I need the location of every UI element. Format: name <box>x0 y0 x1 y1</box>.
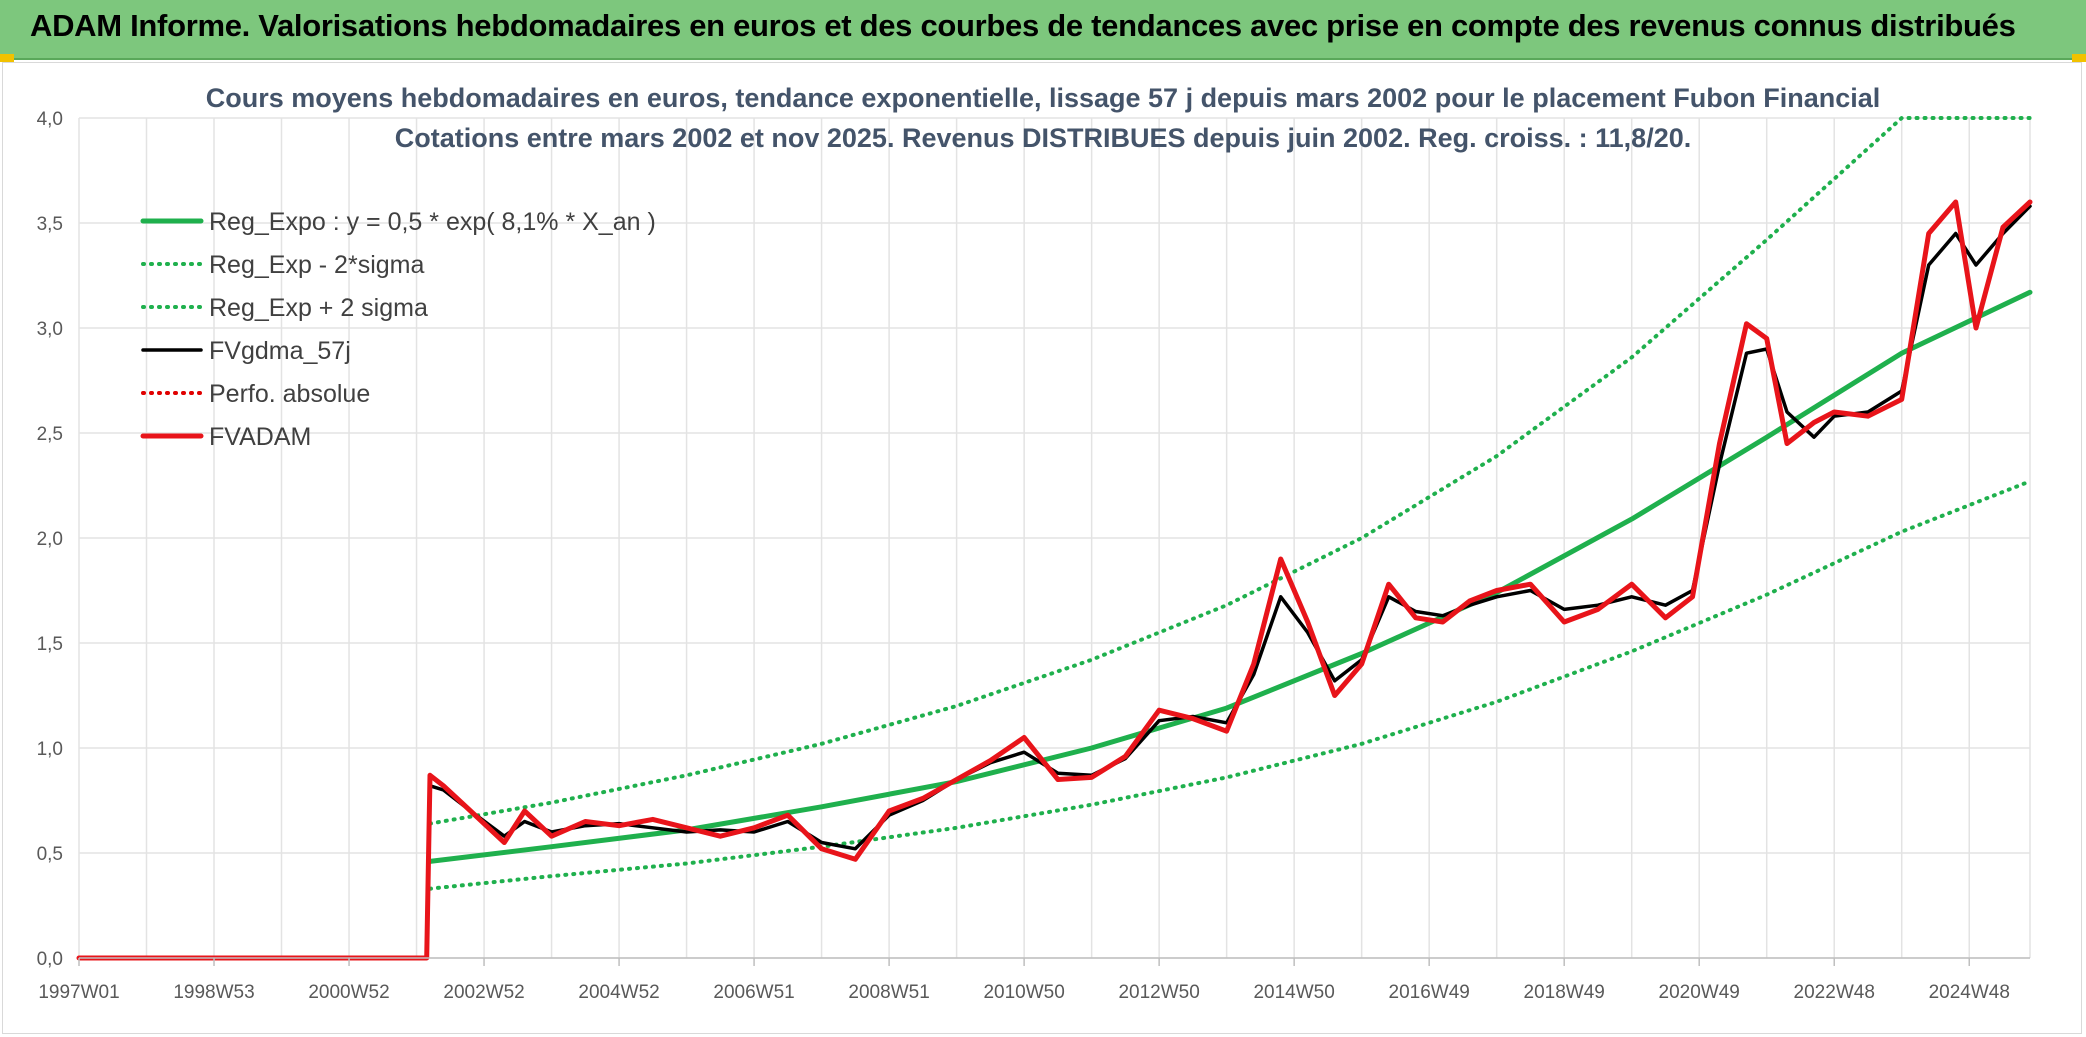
y-tick-label: 3,5 <box>37 214 63 235</box>
axes: 0,0 0,5 1,0 1,5 2,0 2,5 3,0 3,5 4,0 1997W01 1998W5… <box>37 109 2030 1003</box>
y-tick-label: 4,0 <box>37 109 63 130</box>
chart-title: Cours moyens hebdomadaires en euros, ten… <box>206 83 1881 113</box>
y-tick-label: 3,0 <box>37 319 63 340</box>
series-line-3 <box>428 204 2032 851</box>
y-tick-label: 0,5 <box>37 844 63 865</box>
chart-frame: Cours moyens hebdomadaires en euros, ten… <box>2 62 2082 1034</box>
legend-label: FVgdma_57j <box>209 337 351 365</box>
y-tick-label: 0,0 <box>37 949 63 970</box>
report-title: ADAM Informe. Valorisations hebdomadaire… <box>30 8 2016 43</box>
x-tick-label: 2004W52 <box>578 982 659 1003</box>
y-tick-label: 1,0 <box>37 739 63 760</box>
x-tick-label: 2010W50 <box>983 982 1064 1003</box>
x-tick-label: 1998W53 <box>173 982 254 1003</box>
x-tick-label: 1997W01 <box>38 982 119 1003</box>
x-tick-label: 2016W49 <box>1389 982 1470 1003</box>
x-tick-label: 2006W51 <box>713 982 794 1003</box>
x-tick-label: 2008W51 <box>848 982 929 1003</box>
legend-label: FVADAM <box>209 423 311 451</box>
y-tick-label: 2,5 <box>37 424 63 445</box>
x-tick-label: 2022W48 <box>1794 982 1875 1003</box>
legend-label: Reg_Exp - 2*sigma <box>209 251 424 279</box>
legend-label: Perfo. absolue <box>209 380 370 408</box>
grid <box>78 117 2031 959</box>
legend-label: Reg_Exp + 2 sigma <box>209 294 428 322</box>
x-tick-label: 2012W50 <box>1118 982 1199 1003</box>
x-tick-label: 2020W49 <box>1659 982 1740 1003</box>
line-chart: Cours moyens hebdomadaires en euros, ten… <box>37 83 2033 1003</box>
y-tick-label: 2,0 <box>37 529 63 550</box>
x-tick-label: 2014W50 <box>1253 982 1334 1003</box>
chart-subtitle: Cotations entre mars 2002 et nov 2025. R… <box>395 123 1692 153</box>
x-tick-label: 2000W52 <box>308 982 389 1003</box>
corner-marker-right <box>2072 54 2086 62</box>
x-tick-label: 2018W49 <box>1524 982 1605 1003</box>
x-tick-label: 2024W48 <box>1929 982 2010 1003</box>
x-tick-label: 2002W52 <box>443 982 524 1003</box>
legend-label: Reg_Expo : y = 0,5 * exp( 8,1% * X_an ) <box>209 208 656 236</box>
legend: Reg_Expo : y = 0,5 * exp( 8,1% * X_an ) R… <box>140 208 656 451</box>
corner-marker-left <box>0 54 14 62</box>
series-lines <box>76 116 2033 961</box>
report-banner: ADAM Informe. Valorisations hebdomadaire… <box>0 0 2086 60</box>
y-tick-label: 1,5 <box>37 634 63 655</box>
series-line-1 <box>428 479 2032 891</box>
series-line-5 <box>76 199 2033 961</box>
